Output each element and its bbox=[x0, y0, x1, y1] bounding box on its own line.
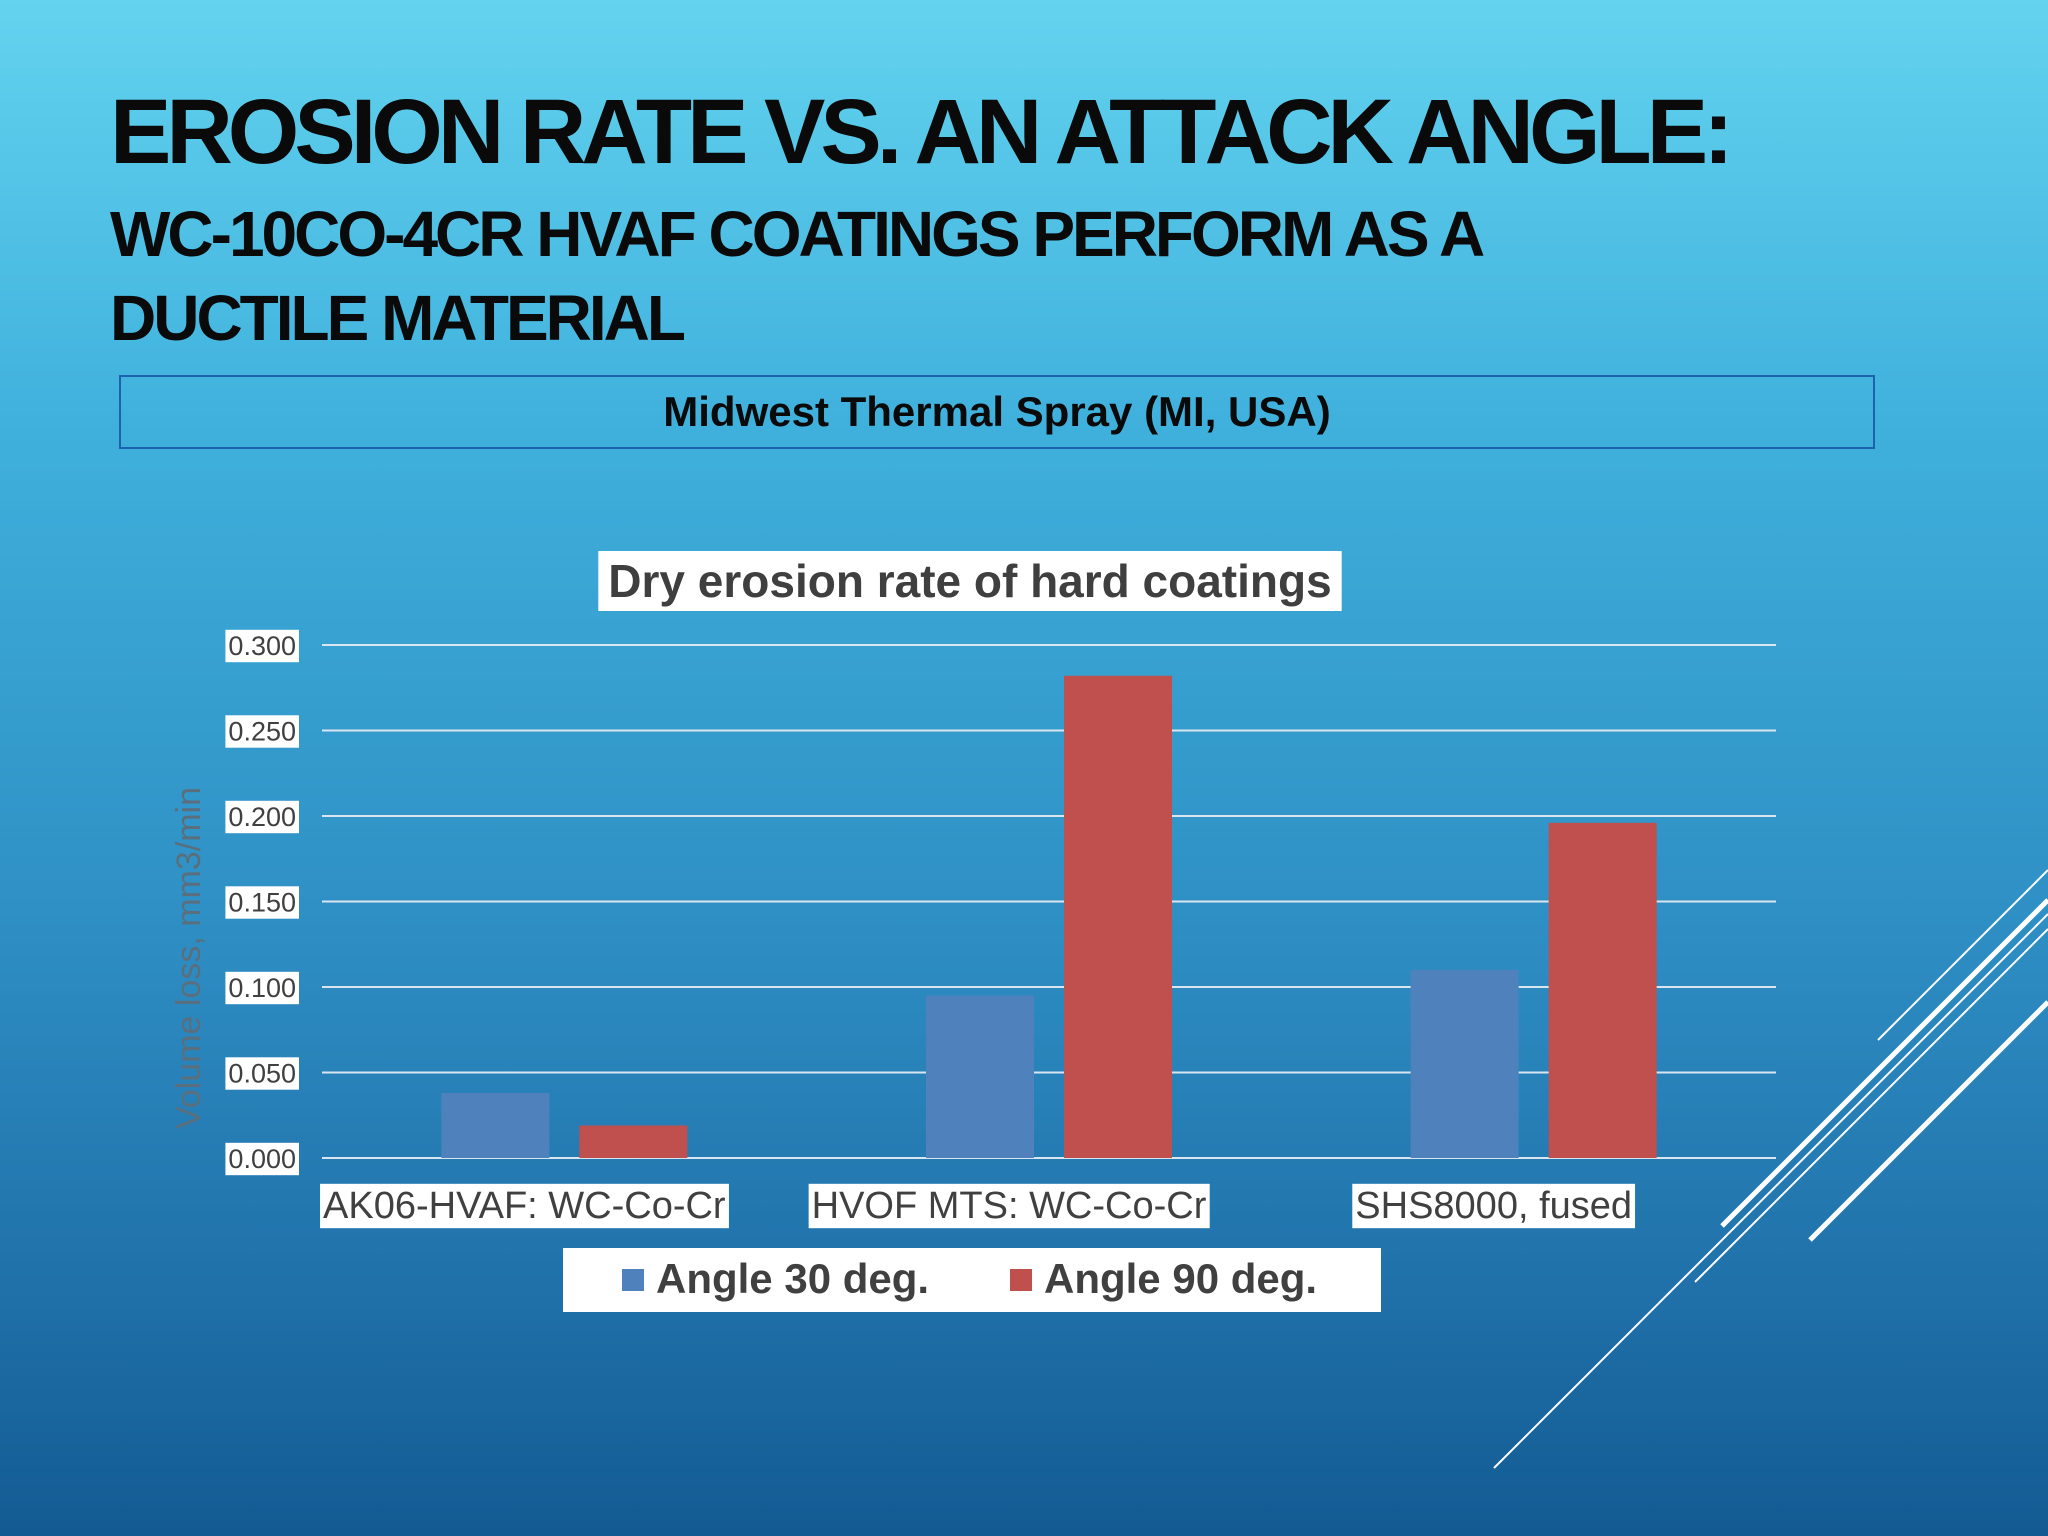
y-tick-label-bg bbox=[225, 886, 299, 919]
chart-title-bg bbox=[598, 551, 1342, 611]
y-tick-label: 0.050 bbox=[228, 1059, 296, 1089]
x-category-label-bg bbox=[808, 1183, 1210, 1229]
x-category-label-group: AK06-HVAF: WC-Co-Cr bbox=[320, 1183, 729, 1229]
y-tick-label-bg bbox=[225, 629, 299, 663]
bar-angle-30 bbox=[441, 1093, 550, 1158]
y-tick-label-group: 0.300 bbox=[225, 629, 299, 663]
x-category-label: AK06-HVAF: WC-Co-Cr bbox=[323, 1185, 726, 1227]
x-category-label-bg bbox=[320, 1183, 729, 1229]
x-category-label: HVOF MTS: WC-Co-Cr bbox=[812, 1185, 1207, 1227]
x-category-label: SHS8000, fused bbox=[1355, 1185, 1632, 1227]
y-tick-label-group: 0.000 bbox=[225, 1142, 299, 1176]
bar-angle-90 bbox=[1548, 822, 1657, 1158]
bar-angle-30 bbox=[1410, 969, 1519, 1158]
y-tick-label-group: 0.050 bbox=[225, 1057, 299, 1090]
y-tick-label-group: 0.150 bbox=[225, 886, 299, 919]
y-tick-label: 0.300 bbox=[228, 631, 296, 661]
legend-swatch bbox=[1010, 1269, 1032, 1291]
y-tick-label-group: 0.100 bbox=[225, 971, 299, 1005]
y-axis-title: Volume loss, mm3/min bbox=[170, 787, 208, 1129]
y-tick-label-bg bbox=[225, 971, 299, 1005]
y-tick-label-bg bbox=[225, 1142, 299, 1176]
source-label: Midwest Thermal Spray (MI, USA) bbox=[663, 388, 1331, 435]
y-tick-label-group: 0.250 bbox=[225, 715, 299, 748]
deco-line bbox=[1493, 913, 2048, 1469]
bar-angle-90 bbox=[579, 1125, 688, 1158]
slide-title: EROSION RATE VS. AN ATTACK ANGLE: bbox=[110, 81, 1734, 183]
legend-label: Angle 30 deg. bbox=[656, 1255, 929, 1302]
chart-title-group: Dry erosion rate of hard coatings bbox=[598, 551, 1342, 611]
legend-box bbox=[563, 1248, 1381, 1312]
y-tick-label-bg bbox=[225, 715, 299, 748]
y-tick-label: 0.100 bbox=[228, 973, 296, 1003]
deco-line bbox=[1694, 928, 2048, 1283]
y-tick-label-bg bbox=[225, 800, 299, 834]
legend-label: Angle 90 deg. bbox=[1044, 1255, 1317, 1302]
y-tick-label: 0.250 bbox=[228, 717, 296, 747]
x-category-label-bg bbox=[1352, 1183, 1636, 1229]
y-tick-label-bg bbox=[225, 1057, 299, 1090]
y-tick-label: 0.150 bbox=[228, 888, 296, 918]
y-tick-label: 0.000 bbox=[228, 1144, 296, 1174]
bar-angle-90 bbox=[1064, 675, 1172, 1158]
deco-line bbox=[1877, 869, 2048, 1041]
deco-line bbox=[1808, 1000, 2048, 1242]
y-tick-label: 0.200 bbox=[228, 802, 296, 832]
deco-line bbox=[1720, 898, 2048, 1228]
y-tick-label-group: 0.200 bbox=[225, 800, 299, 834]
source-label-box: Midwest Thermal Spray (MI, USA) bbox=[119, 375, 1875, 449]
x-category-label-group: HVOF MTS: WC-Co-Cr bbox=[808, 1183, 1210, 1229]
bar-angle-30 bbox=[926, 995, 1034, 1158]
chart-title: Dry erosion rate of hard coatings bbox=[608, 555, 1331, 607]
legend: Angle 30 deg. Angle 90 deg. bbox=[563, 1248, 1381, 1312]
legend-swatch bbox=[622, 1269, 644, 1291]
x-category-label-group: SHS8000, fused bbox=[1352, 1183, 1636, 1229]
slide-subtitle: WC-10CO-4CR HVAF COATINGS PERFORM AS A D… bbox=[110, 198, 1483, 354]
